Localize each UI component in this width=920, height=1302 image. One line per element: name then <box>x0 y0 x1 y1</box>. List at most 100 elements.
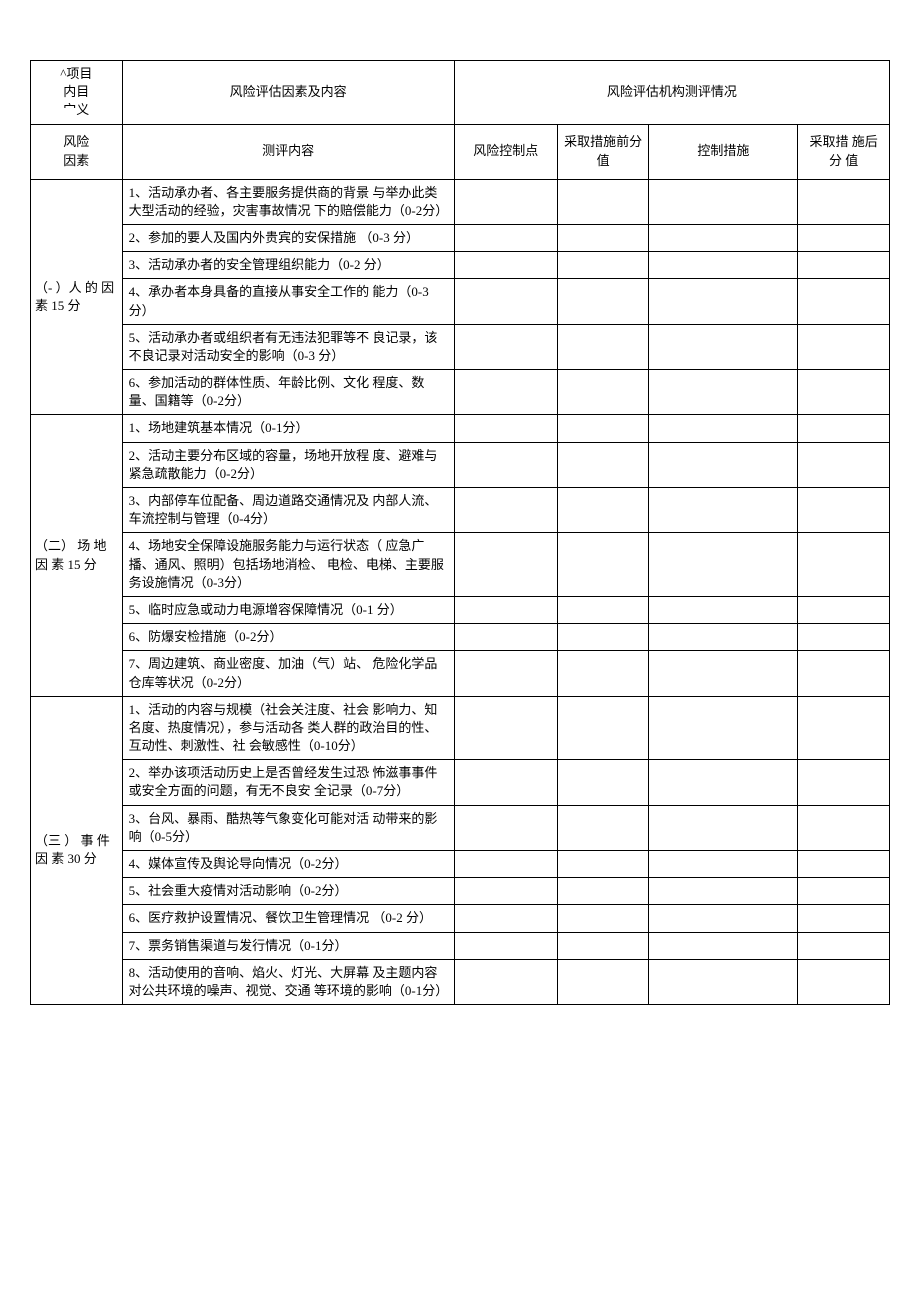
before-score-cell <box>557 760 649 805</box>
after-score-cell <box>798 324 890 369</box>
assessment-item: 1、活动承办者、各主要服务提供商的背景 与举办此类大型活动的经验，灾害事故情况 … <box>122 179 454 224</box>
assessment-item: 8、活动使用的音响、焰火、灯光、大屏幕 及主题内容对公共环境的噪声、视觉、交通 … <box>122 959 454 1004</box>
assessment-item: 4、承办者本身具备的直接从事安全工作的 能力（0-3分） <box>122 279 454 324</box>
assessment-item: 5、社会重大疫情对活动影响（0-2分） <box>122 878 454 905</box>
assessment-item: 6、防爆安检措施（0-2分） <box>122 624 454 651</box>
assessment-item: 4、场地安全保障设施服务能力与运行状态（ 应急广播、通风、照明）包括场地消检、 … <box>122 533 454 597</box>
assessment-item: 2、活动主要分布区域的容量，场地开放程 度、避难与紧急疏散能力（0-2分） <box>122 442 454 487</box>
before-score-cell <box>557 959 649 1004</box>
before-score-cell <box>557 878 649 905</box>
after-score-cell <box>798 596 890 623</box>
ctrl-point-cell <box>454 878 557 905</box>
header-ctrl-point: 风险控制点 <box>454 124 557 179</box>
after-score-cell <box>798 959 890 1004</box>
assessment-item: 1、活动的内容与规模（社会关注度、社会 影响力、知名度、热度情况），参与活动各 … <box>122 696 454 760</box>
section-label: （- ）人 的 因 素 15 分 <box>31 179 123 415</box>
before-score-cell <box>557 415 649 442</box>
before-score-cell <box>557 696 649 760</box>
ctrl-point-cell <box>454 488 557 533</box>
before-score-cell <box>557 179 649 224</box>
ctrl-point-cell <box>454 442 557 487</box>
before-score-cell <box>557 279 649 324</box>
after-score-cell <box>798 279 890 324</box>
header-content: 测评内容 <box>122 124 454 179</box>
assessment-item: 3、活动承办者的安全管理组织能力（0-2 分） <box>122 252 454 279</box>
measures-cell <box>649 415 798 442</box>
ctrl-point-cell <box>454 624 557 651</box>
before-score-cell <box>557 624 649 651</box>
header-before-score: 采取措施前分值 <box>557 124 649 179</box>
after-score-cell <box>798 370 890 415</box>
measures-cell <box>649 279 798 324</box>
after-score-cell <box>798 442 890 487</box>
measures-cell <box>649 252 798 279</box>
after-score-cell <box>798 805 890 850</box>
ctrl-point-cell <box>454 805 557 850</box>
assessment-item: 5、活动承办者或组织者有无违法犯罪等不 良记录，该不良记录对活动安全的影响（0-… <box>122 324 454 369</box>
before-score-cell <box>557 932 649 959</box>
after-score-cell <box>798 760 890 805</box>
measures-cell <box>649 224 798 251</box>
ctrl-point-cell <box>454 760 557 805</box>
measures-cell <box>649 651 798 696</box>
ctrl-point-cell <box>454 959 557 1004</box>
measures-cell <box>649 533 798 597</box>
assessment-item: 6、参加活动的群体性质、年龄比例、文化 程度、数量、国籍等（0-2分） <box>122 370 454 415</box>
after-score-cell <box>798 415 890 442</box>
measures-cell <box>649 442 798 487</box>
ctrl-point-cell <box>454 651 557 696</box>
after-score-cell <box>798 252 890 279</box>
assessment-item: 3、内部停车位配备、周边道路交通情况及 内部人流、车流控制与管理（0-4分） <box>122 488 454 533</box>
measures-cell <box>649 179 798 224</box>
assessment-item: 1、场地建筑基本情况（0-1分） <box>122 415 454 442</box>
after-score-cell <box>798 878 890 905</box>
ctrl-point-cell <box>454 279 557 324</box>
before-score-cell <box>557 533 649 597</box>
ctrl-point-cell <box>454 224 557 251</box>
measures-cell <box>649 624 798 651</box>
before-score-cell <box>557 596 649 623</box>
ctrl-point-cell <box>454 932 557 959</box>
before-score-cell <box>557 324 649 369</box>
measures-cell <box>649 932 798 959</box>
assessment-item: 4、媒体宣传及舆论导向情况（0-2分） <box>122 851 454 878</box>
after-score-cell <box>798 533 890 597</box>
before-score-cell <box>557 370 649 415</box>
ctrl-point-cell <box>454 179 557 224</box>
measures-cell <box>649 370 798 415</box>
before-score-cell <box>557 442 649 487</box>
after-score-cell <box>798 651 890 696</box>
before-score-cell <box>557 488 649 533</box>
after-score-cell <box>798 932 890 959</box>
after-score-cell <box>798 624 890 651</box>
header-factors: 风险评估因素及内容 <box>122 61 454 125</box>
ctrl-point-cell <box>454 851 557 878</box>
ctrl-point-cell <box>454 370 557 415</box>
assessment-item: 7、票务销售渠道与发行情况（0-1分） <box>122 932 454 959</box>
before-score-cell <box>557 905 649 932</box>
after-score-cell <box>798 488 890 533</box>
header-risk-factor: 风险 因素 <box>31 124 123 179</box>
measures-cell <box>649 488 798 533</box>
measures-cell <box>649 805 798 850</box>
header-eval: 风险评估机构测评情况 <box>454 61 889 125</box>
assessment-item: 3、台风、暴雨、酷热等气象变化可能对活 动带来的影响（0-5分） <box>122 805 454 850</box>
section-label: （二） 场 地 因 素 15 分 <box>31 415 123 696</box>
after-score-cell <box>798 851 890 878</box>
header-measures: 控制措施 <box>649 124 798 179</box>
measures-cell <box>649 324 798 369</box>
before-score-cell <box>557 224 649 251</box>
measures-cell <box>649 851 798 878</box>
assessment-item: 2、参加的要人及国内外贵宾的安保措施 （0-3 分） <box>122 224 454 251</box>
before-score-cell <box>557 651 649 696</box>
after-score-cell <box>798 905 890 932</box>
assessment-item: 2、举办该项活动历史上是否曾经发生过恐 怖滋事事件或安全方面的问题，有无不良安 … <box>122 760 454 805</box>
before-score-cell <box>557 851 649 878</box>
ctrl-point-cell <box>454 324 557 369</box>
measures-cell <box>649 878 798 905</box>
ctrl-point-cell <box>454 696 557 760</box>
measures-cell <box>649 760 798 805</box>
after-score-cell <box>798 696 890 760</box>
ctrl-point-cell <box>454 905 557 932</box>
header-top-left: ^项目 内目 宀义 <box>31 61 123 125</box>
